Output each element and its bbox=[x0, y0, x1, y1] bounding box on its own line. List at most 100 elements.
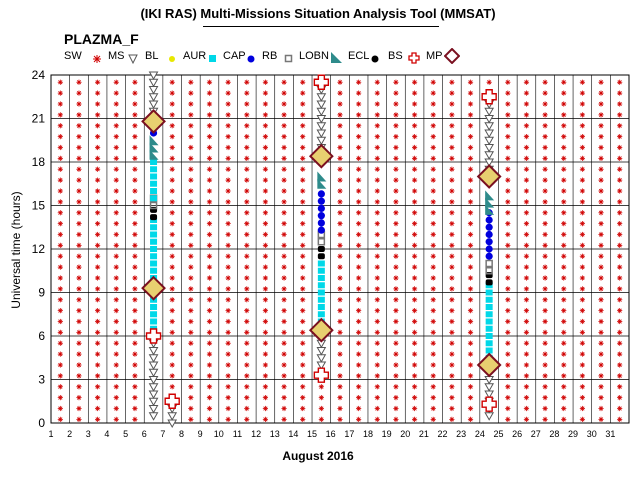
ms-marker bbox=[148, 71, 159, 81]
y-axis-label: Universal time (hours) bbox=[9, 191, 23, 309]
bs-marker bbox=[313, 74, 330, 90]
aur-marker bbox=[150, 173, 158, 180]
x-tick-label: 24 bbox=[475, 429, 485, 439]
aur-marker bbox=[150, 275, 158, 281]
ms-marker bbox=[167, 405, 178, 414]
ms-marker bbox=[316, 107, 327, 117]
legend-label-sw: SW bbox=[64, 50, 82, 62]
ms-marker bbox=[484, 397, 495, 407]
aur-marker bbox=[317, 304, 325, 310]
ms-marker bbox=[484, 165, 495, 175]
aur-marker bbox=[485, 289, 493, 296]
ecl-marker bbox=[150, 206, 158, 213]
legend-label-aur: AUR bbox=[183, 50, 207, 62]
aur-marker bbox=[485, 340, 493, 347]
ms-marker bbox=[316, 347, 327, 356]
y-tick-label: 12 bbox=[32, 242, 46, 256]
aur-marker bbox=[150, 304, 158, 310]
x-tick-label: 3 bbox=[86, 429, 91, 439]
legend-label-bl: BL bbox=[145, 50, 159, 62]
x-tick-label: 21 bbox=[419, 429, 429, 439]
cap-marker bbox=[485, 216, 493, 224]
lobn-marker bbox=[317, 171, 327, 182]
aur-marker bbox=[150, 260, 158, 267]
ms-marker bbox=[316, 354, 327, 363]
x-tick-label: 22 bbox=[438, 429, 448, 439]
mp-marker bbox=[308, 317, 334, 343]
aur-marker bbox=[150, 289, 158, 296]
legend-label-bs: BS bbox=[388, 50, 403, 62]
radiation-belt-square-icon bbox=[284, 51, 294, 69]
ecl-marker bbox=[485, 272, 493, 279]
boundary-layer-dot-icon bbox=[167, 51, 177, 69]
aur-marker bbox=[317, 289, 325, 296]
ms-marker bbox=[167, 412, 178, 421]
ms-marker bbox=[316, 100, 327, 110]
y-tick-label: 0 bbox=[38, 416, 45, 430]
legend-label-cap: CAP bbox=[223, 50, 246, 62]
x-tick-label: 28 bbox=[549, 429, 559, 439]
mp-marker bbox=[141, 108, 166, 134]
mp-marker bbox=[476, 164, 502, 189]
aur-marker bbox=[150, 311, 158, 318]
x-tick-label: 20 bbox=[400, 429, 410, 439]
x-tick-label: 30 bbox=[587, 429, 597, 439]
cap-marker bbox=[485, 223, 493, 231]
magnetopause-diamond-icon bbox=[443, 47, 461, 69]
ms-marker bbox=[484, 144, 495, 153]
aur-marker bbox=[317, 282, 325, 289]
bs-marker bbox=[481, 89, 497, 105]
aur-marker bbox=[150, 224, 158, 231]
rb-marker bbox=[149, 194, 158, 202]
lobn-marker bbox=[485, 197, 495, 208]
ms-marker bbox=[484, 107, 495, 117]
x-tick-label: 26 bbox=[512, 429, 522, 439]
cap-marker bbox=[485, 209, 493, 217]
ms-marker bbox=[484, 151, 495, 160]
legend-label-lobn: LOBN bbox=[299, 50, 329, 62]
ms-marker bbox=[148, 405, 159, 414]
cap-marker bbox=[317, 197, 325, 205]
x-tick-label: 29 bbox=[568, 429, 578, 439]
x-tick-label: 25 bbox=[493, 429, 503, 439]
rb-marker bbox=[485, 267, 493, 275]
aur-marker bbox=[317, 275, 325, 281]
ms-marker bbox=[316, 144, 327, 153]
aur-marker bbox=[150, 217, 158, 223]
ms-marker bbox=[316, 115, 327, 124]
mp-marker bbox=[476, 352, 502, 378]
aur-marker bbox=[485, 282, 493, 289]
y-tick-label: 21 bbox=[32, 112, 46, 126]
ms-marker bbox=[148, 361, 159, 371]
ecl-marker bbox=[150, 214, 158, 221]
lobe-triangle-icon bbox=[331, 51, 343, 69]
aur-marker bbox=[150, 253, 158, 260]
aur-marker bbox=[485, 304, 493, 310]
x-tick-label: 31 bbox=[605, 429, 615, 439]
ms-marker bbox=[484, 383, 495, 392]
ms-marker bbox=[148, 100, 159, 110]
ms-marker bbox=[148, 78, 159, 88]
x-tick-label: 2 bbox=[67, 429, 72, 439]
plot-frame bbox=[50, 74, 630, 424]
aur-marker bbox=[485, 333, 493, 339]
rb-marker bbox=[485, 259, 493, 268]
aur-marker bbox=[150, 195, 158, 202]
ms-marker bbox=[167, 419, 178, 429]
cap-marker bbox=[317, 219, 325, 227]
aurora-square-icon bbox=[208, 51, 218, 69]
x-tick-label: 16 bbox=[326, 429, 336, 439]
ms-marker bbox=[484, 122, 495, 131]
aur-marker bbox=[317, 311, 325, 318]
y-tick-label: 6 bbox=[38, 329, 45, 343]
x-tick-label: 7 bbox=[160, 429, 165, 439]
ms-marker bbox=[148, 368, 159, 378]
cap-marker bbox=[485, 245, 493, 253]
ms-marker bbox=[484, 412, 495, 421]
ms-marker bbox=[484, 376, 495, 385]
cap-marker bbox=[149, 129, 158, 137]
cap-marker bbox=[485, 238, 493, 246]
aur-marker bbox=[485, 354, 493, 361]
ms-marker bbox=[148, 383, 159, 392]
